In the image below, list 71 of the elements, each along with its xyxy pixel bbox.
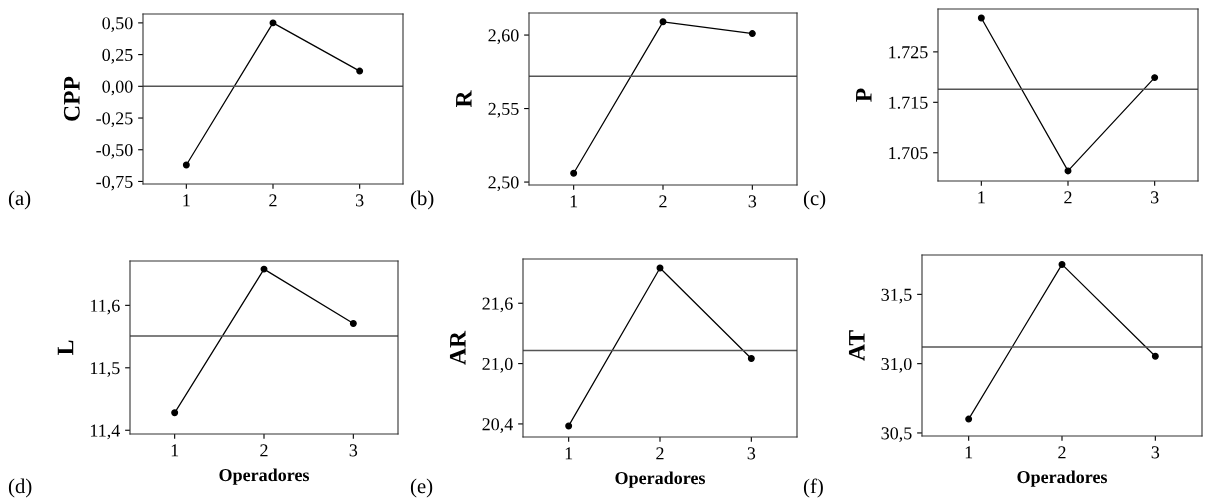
x-tick-label: 1 bbox=[570, 195, 578, 208]
point bbox=[349, 319, 357, 327]
point bbox=[260, 265, 268, 273]
y-tick-label: 2,55 bbox=[488, 102, 519, 118]
text: (a) bbox=[8, 190, 31, 210]
y-tick-label: -0,75 bbox=[96, 175, 133, 191]
y-tick-label: 11,6 bbox=[90, 299, 120, 315]
text: (b) bbox=[410, 190, 434, 210]
y-tick-label: 11,4 bbox=[90, 424, 120, 440]
y-axis-title: R bbox=[456, 90, 472, 108]
point bbox=[269, 19, 277, 27]
y-axis-title: AR bbox=[449, 330, 466, 365]
point bbox=[1151, 352, 1159, 360]
x-tick-label: 2 bbox=[1064, 191, 1072, 204]
x-tick-label: 2 bbox=[260, 444, 268, 457]
point bbox=[965, 415, 973, 423]
x-tick-label: 3 bbox=[747, 447, 756, 460]
y-tick-label: 31,5 bbox=[881, 288, 912, 304]
y-tick-label: -0,25 bbox=[96, 112, 133, 128]
y-tick-label: 1.705 bbox=[889, 147, 928, 160]
point bbox=[570, 169, 578, 177]
y-tick-label: 21,6 bbox=[482, 297, 513, 313]
y-tick-label: -0,50 bbox=[96, 144, 133, 159]
y-axis-title: L bbox=[57, 340, 74, 355]
y-tick-label: 20,4 bbox=[482, 418, 513, 433]
x-axis-title: Operadores bbox=[1017, 470, 1108, 487]
y-tick-label: 2,50 bbox=[488, 176, 519, 192]
x-tick-label: 1 bbox=[565, 447, 573, 460]
x-tick-label: 2 bbox=[659, 195, 667, 208]
point bbox=[1058, 260, 1066, 268]
point bbox=[1151, 74, 1159, 82]
point bbox=[356, 67, 364, 75]
y-tick-label: 1.725 bbox=[889, 46, 928, 59]
x-axis-title: Operadores bbox=[615, 471, 706, 488]
text: (e) bbox=[410, 478, 433, 498]
point bbox=[171, 409, 179, 417]
y-tick-label: 30,5 bbox=[881, 427, 912, 442]
x-tick-label: 2 bbox=[656, 447, 664, 460]
y-tick-label: 0,25 bbox=[102, 48, 133, 64]
y-tick-label: 11,5 bbox=[90, 362, 120, 377]
y-tick-label: 21,0 bbox=[482, 357, 513, 373]
point bbox=[565, 422, 573, 430]
y-tick-label: 0,50 bbox=[102, 17, 133, 32]
x-tick-label: 2 bbox=[1058, 446, 1066, 459]
y-axis-title: P bbox=[856, 88, 872, 102]
x-tick-label: 1 bbox=[183, 194, 190, 207]
point bbox=[748, 30, 756, 38]
x-axis-title: Operadores bbox=[219, 468, 310, 485]
point bbox=[182, 161, 190, 169]
x-tick-label: 2 bbox=[269, 194, 277, 207]
text: (f) bbox=[803, 478, 823, 498]
point bbox=[747, 355, 755, 363]
point bbox=[1064, 167, 1072, 175]
text: (c) bbox=[803, 190, 826, 210]
x-tick-label: 3 bbox=[1151, 446, 1160, 459]
point bbox=[659, 18, 667, 26]
y-tick-label: 31,0 bbox=[881, 357, 912, 373]
x-tick-label: 1 bbox=[171, 444, 179, 457]
x-tick-label: 3 bbox=[748, 195, 757, 208]
x-tick-label: 3 bbox=[1151, 191, 1159, 204]
y-axis-title: CPP bbox=[63, 76, 80, 121]
text: (d) bbox=[8, 478, 32, 498]
x-tick-label: 1 bbox=[965, 446, 973, 459]
x-tick-label: 1 bbox=[978, 191, 985, 204]
x-tick-label: 3 bbox=[356, 194, 364, 207]
y-axis-title: AT bbox=[848, 330, 865, 361]
point bbox=[977, 14, 985, 22]
y-tick-label: 1.715 bbox=[889, 96, 928, 109]
x-tick-label: 3 bbox=[349, 444, 358, 457]
y-tick-label: 0,00 bbox=[102, 80, 133, 96]
y-tick-label: 2,60 bbox=[488, 29, 519, 45]
